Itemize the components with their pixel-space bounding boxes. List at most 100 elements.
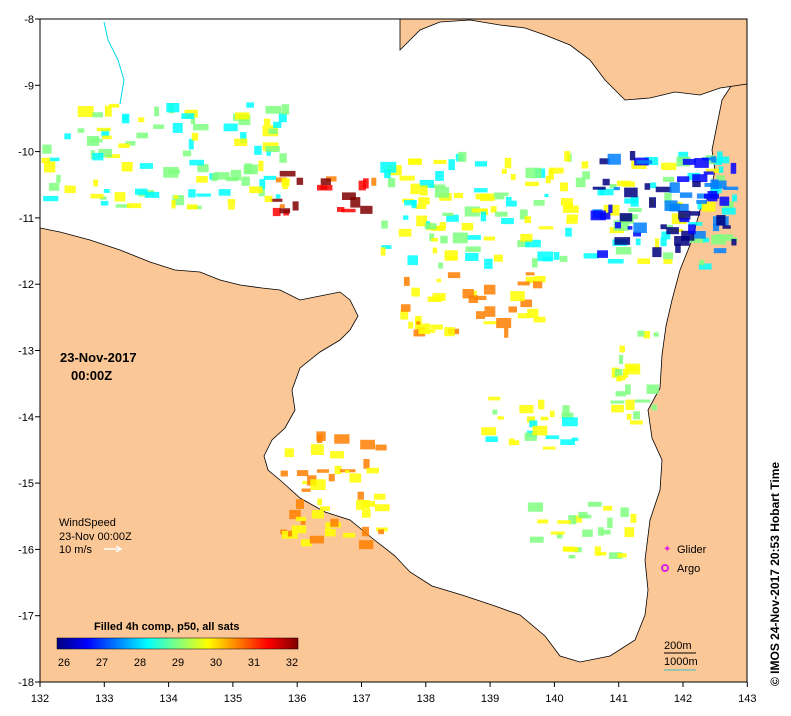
sst-patch bbox=[300, 539, 312, 547]
sst-patch bbox=[375, 444, 387, 451]
sst-patch bbox=[660, 237, 667, 247]
sst-patch bbox=[223, 123, 238, 132]
sst-patch bbox=[230, 169, 242, 181]
sst-patch bbox=[704, 183, 716, 187]
sst-patch bbox=[439, 222, 446, 230]
sst-patch bbox=[475, 193, 490, 200]
sst-patch bbox=[524, 432, 537, 441]
sst-patch bbox=[624, 527, 635, 538]
sst-patch bbox=[703, 171, 714, 175]
sst-patch bbox=[557, 520, 571, 524]
sst-patch bbox=[259, 179, 266, 190]
sst-patch bbox=[300, 520, 306, 525]
sst-patch bbox=[540, 416, 549, 421]
sst-patch bbox=[342, 192, 356, 200]
sst-patch bbox=[520, 299, 532, 308]
sst-patch bbox=[607, 517, 613, 529]
colorbar-tick-label: 29 bbox=[172, 657, 184, 669]
sst-patch bbox=[358, 180, 366, 191]
sst-patch bbox=[485, 436, 498, 442]
sst-patch bbox=[677, 176, 690, 182]
sst-patch bbox=[214, 172, 230, 180]
sst-patch bbox=[144, 191, 160, 198]
sst-patch bbox=[484, 306, 496, 317]
sst-patch bbox=[92, 152, 104, 161]
sst-patch bbox=[703, 237, 710, 243]
sst-patch bbox=[715, 234, 724, 240]
lon-tick-label: 134 bbox=[159, 693, 177, 705]
sst-patch bbox=[189, 159, 204, 166]
sst-patch bbox=[371, 177, 377, 186]
sst-patch bbox=[135, 188, 148, 195]
sst-patch bbox=[492, 409, 498, 415]
lat-tick-label: -11 bbox=[19, 213, 34, 225]
sst-patch bbox=[617, 375, 626, 381]
sst-patch bbox=[597, 187, 605, 196]
sst-patch bbox=[431, 226, 446, 231]
sst-patch bbox=[139, 163, 153, 169]
sst-patch bbox=[380, 161, 397, 173]
sst-patch bbox=[324, 529, 336, 537]
sst-patch bbox=[525, 239, 541, 248]
sst-patch bbox=[718, 166, 724, 173]
sst-patch bbox=[496, 318, 512, 329]
sst-patch bbox=[64, 185, 76, 194]
sst-patch bbox=[549, 410, 555, 417]
sst-patch bbox=[334, 434, 350, 444]
sst-patch bbox=[697, 202, 704, 210]
sst-patch bbox=[663, 252, 673, 260]
sst-patch bbox=[98, 149, 113, 158]
sst-patch bbox=[411, 200, 417, 209]
lat-tick-label: -15 bbox=[18, 478, 34, 490]
sst-patch bbox=[517, 240, 530, 248]
sst-patch bbox=[525, 272, 535, 276]
sst-patch bbox=[289, 509, 301, 520]
sst-patch bbox=[704, 193, 719, 199]
sst-patch bbox=[562, 417, 578, 427]
lon-tick-label: 141 bbox=[610, 693, 628, 705]
sst-patch bbox=[105, 154, 121, 158]
sst-patch bbox=[196, 176, 208, 183]
sst-patch bbox=[525, 167, 542, 179]
sst-patch bbox=[620, 507, 629, 517]
time-label: 00:00Z bbox=[71, 368, 112, 383]
sst-patch bbox=[495, 211, 508, 217]
sst-patch bbox=[265, 146, 280, 153]
contour-1000-label: 1000m bbox=[664, 656, 698, 668]
sst-patch bbox=[696, 193, 711, 199]
sst-patch bbox=[275, 194, 281, 199]
sst-patch bbox=[380, 247, 386, 256]
sst-patch bbox=[310, 444, 324, 455]
contour-200-label: 200m bbox=[664, 640, 692, 652]
sst-patch bbox=[566, 214, 578, 221]
sst-patch bbox=[125, 141, 136, 146]
sst-patch bbox=[228, 205, 235, 210]
sst-patch bbox=[115, 204, 132, 208]
sst-patch bbox=[560, 439, 575, 445]
sst-patch bbox=[545, 435, 560, 440]
sst-patch bbox=[264, 195, 273, 203]
sst-patch bbox=[649, 197, 656, 208]
sst-patch bbox=[542, 446, 556, 450]
sst-patch bbox=[381, 245, 392, 249]
sst-patch bbox=[361, 526, 370, 537]
sst-patch bbox=[627, 214, 638, 220]
sst-patch bbox=[699, 259, 705, 266]
sst-patch bbox=[56, 174, 61, 183]
sst-patch bbox=[309, 535, 324, 544]
sst-patch bbox=[614, 237, 631, 245]
sst-patch bbox=[504, 157, 512, 169]
sst-patch bbox=[249, 186, 263, 194]
lat-tick-label: -10 bbox=[18, 147, 34, 159]
sst-patch bbox=[266, 149, 271, 156]
sst-patch bbox=[408, 321, 414, 329]
sst-patch bbox=[650, 182, 657, 189]
sst-patch bbox=[679, 192, 693, 198]
sst-patch bbox=[609, 184, 617, 189]
sst-patch bbox=[554, 252, 560, 260]
sst-patch bbox=[440, 235, 448, 244]
sst-patch bbox=[381, 220, 388, 229]
colorbar-tick-label: 32 bbox=[286, 657, 298, 669]
sst-patch bbox=[77, 106, 94, 117]
sst-patch bbox=[723, 186, 739, 190]
